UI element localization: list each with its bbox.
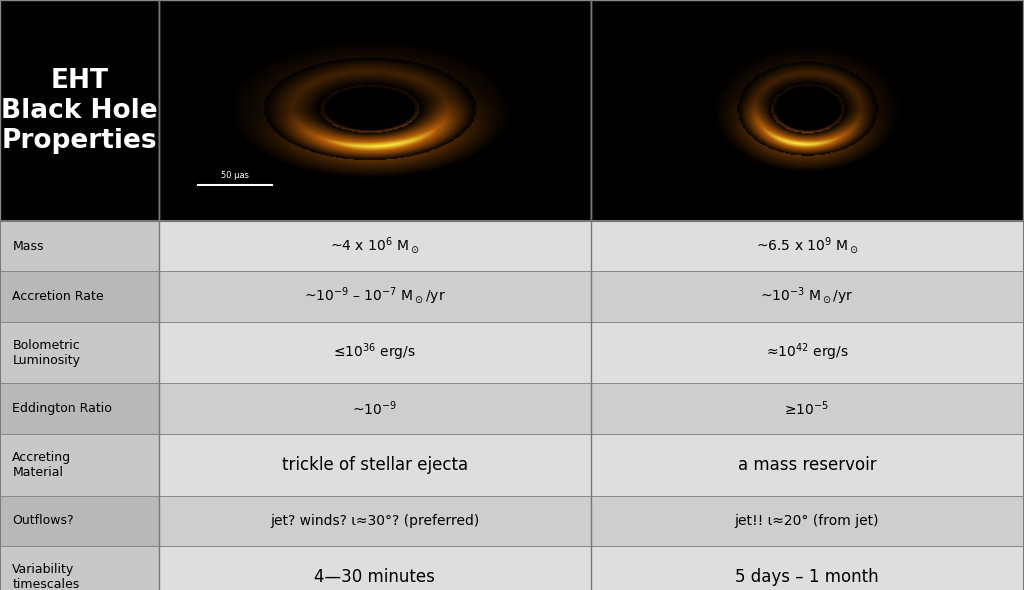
Bar: [0, 221, 1024, 590]
Bar: [159, 221, 591, 271]
Text: ~10$^{-3}$ M$_\odot$/yr: ~10$^{-3}$ M$_\odot$/yr: [760, 286, 854, 307]
Bar: [591, 546, 1023, 590]
Text: ~4 x 10$^{6}$ M$_\odot$: ~4 x 10$^{6}$ M$_\odot$: [330, 236, 420, 257]
Text: a mass reservoir: a mass reservoir: [737, 455, 877, 474]
Bar: [591, 434, 1023, 496]
Bar: [591, 496, 1023, 546]
Bar: [591, 322, 1023, 384]
Bar: [159, 546, 591, 590]
Text: ~10$^{-9}$: ~10$^{-9}$: [352, 399, 397, 418]
Bar: [0, 434, 159, 496]
Bar: [159, 496, 591, 546]
Text: 50 μas: 50 μas: [221, 172, 249, 181]
Text: ~6.5 x 10$^{9}$ M$_\odot$: ~6.5 x 10$^{9}$ M$_\odot$: [756, 236, 858, 257]
Bar: [0, 322, 159, 384]
Text: Accreting
Material: Accreting Material: [12, 451, 72, 478]
Bar: [0, 496, 159, 546]
Bar: [0, 384, 159, 434]
Bar: [159, 384, 591, 434]
Text: 5 days – 1 month: 5 days – 1 month: [735, 568, 879, 586]
Text: jet!! ι≈20° (from jet): jet!! ι≈20° (from jet): [734, 514, 880, 527]
Text: Eddington Ratio: Eddington Ratio: [12, 402, 113, 415]
Bar: [0, 221, 159, 271]
Text: ≥10$^{-5}$: ≥10$^{-5}$: [784, 399, 829, 418]
Text: Outflows?: Outflows?: [12, 514, 74, 527]
Text: ≤10$^{36}$ erg/s: ≤10$^{36}$ erg/s: [334, 342, 416, 363]
Text: jet? winds? ι≈30°? (preferred): jet? winds? ι≈30°? (preferred): [270, 514, 479, 527]
Bar: [591, 384, 1023, 434]
Text: Mass: Mass: [12, 240, 44, 253]
Bar: [591, 221, 1023, 271]
Text: trickle of stellar ejecta: trickle of stellar ejecta: [282, 455, 468, 474]
Bar: [159, 271, 591, 322]
Text: ~10$^{-9}$ – 10$^{-7}$ M$_\odot$/yr: ~10$^{-9}$ – 10$^{-7}$ M$_\odot$/yr: [304, 286, 445, 307]
Text: 4—30 minutes: 4—30 minutes: [314, 568, 435, 586]
Text: Sgr A*: Sgr A*: [343, 18, 407, 36]
Bar: [159, 434, 591, 496]
Text: Accretion Rate: Accretion Rate: [12, 290, 103, 303]
Bar: [0, 271, 159, 322]
Bar: [591, 271, 1023, 322]
Bar: [159, 0, 591, 221]
Bar: [591, 0, 1023, 221]
Text: M 87*: M 87*: [777, 18, 837, 36]
Bar: [0, 546, 159, 590]
Bar: [159, 322, 591, 384]
Text: EHT
Black Hole
Properties: EHT Black Hole Properties: [1, 68, 158, 153]
Bar: [0, 0, 159, 221]
Text: Variability
timescales: Variability timescales: [12, 563, 80, 590]
Text: ≈10$^{42}$ erg/s: ≈10$^{42}$ erg/s: [766, 342, 848, 363]
Text: Bolometric
Luminosity: Bolometric Luminosity: [12, 339, 80, 366]
